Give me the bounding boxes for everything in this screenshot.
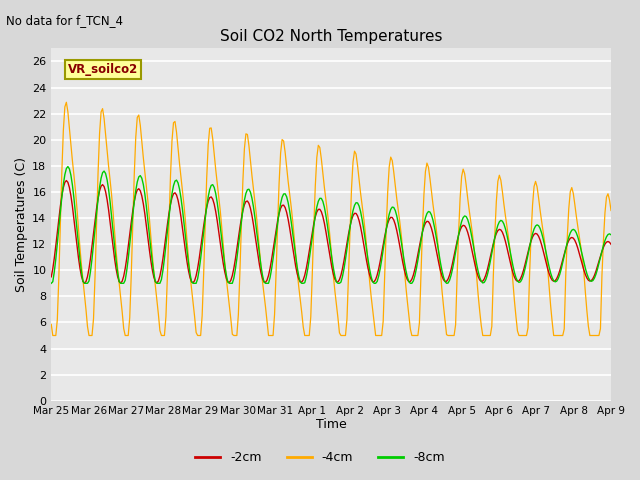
Text: No data for f_TCN_4: No data for f_TCN_4 xyxy=(6,14,124,27)
Y-axis label: Soil Temperatures (C): Soil Temperatures (C) xyxy=(15,157,28,292)
X-axis label: Time: Time xyxy=(316,419,346,432)
Legend: -2cm, -4cm, -8cm: -2cm, -4cm, -8cm xyxy=(190,446,450,469)
Text: VR_soilco2: VR_soilco2 xyxy=(68,63,138,76)
Title: Soil CO2 North Temperatures: Soil CO2 North Temperatures xyxy=(220,29,442,44)
